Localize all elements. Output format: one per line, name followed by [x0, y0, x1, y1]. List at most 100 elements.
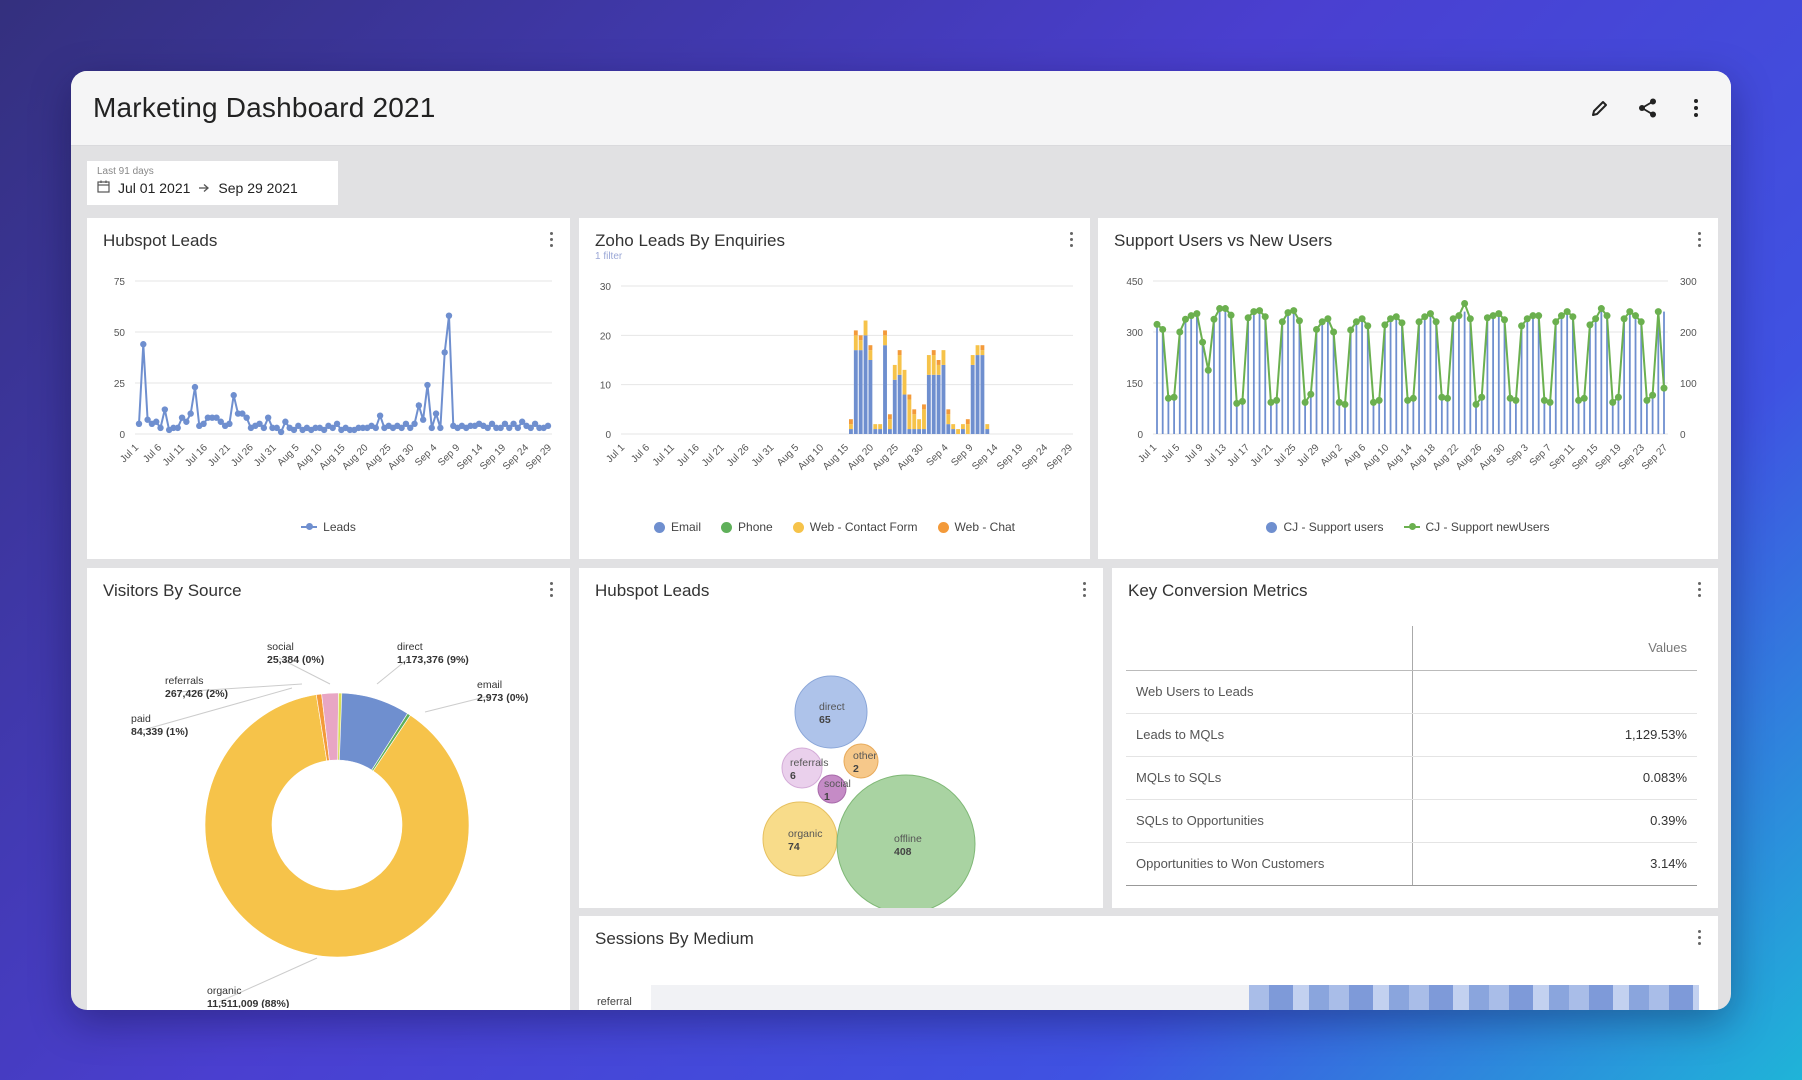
- card-menu-icon[interactable]: [546, 582, 556, 600]
- data-point: [1267, 398, 1275, 406]
- data-point: [183, 418, 190, 425]
- slice-leader-line: [218, 957, 318, 1003]
- data-point: [1649, 391, 1657, 399]
- x-tick-label: Sep 24: [1020, 442, 1050, 472]
- data-point: [510, 420, 517, 427]
- x-tick-label: Jul 13: [1202, 442, 1229, 469]
- bubble-value: 6: [790, 770, 796, 782]
- bar-support-users: [1634, 315, 1637, 434]
- bar-email: [970, 364, 975, 434]
- y-tick-label: 0: [119, 430, 125, 441]
- bar-email: [912, 429, 917, 434]
- date-range-filter[interactable]: Last 91 days Jul 01 2021 Sep 29 2021: [87, 161, 338, 205]
- metric-value: [1412, 670, 1697, 714]
- more-vertical-icon[interactable]: [1683, 95, 1709, 121]
- data-point: [1278, 318, 1286, 326]
- data-point: [527, 424, 534, 432]
- bar-support-users: [1298, 321, 1301, 434]
- x-tick-label: Jul 21: [206, 442, 233, 469]
- card-menu-icon[interactable]: [1694, 582, 1704, 600]
- legend-item-support-new-users[interactable]: CJ - Support newUsers: [1403, 520, 1550, 534]
- data-point: [411, 420, 418, 427]
- data-point: [264, 414, 272, 421]
- data-point: [1455, 312, 1463, 320]
- legend-item-web-chat[interactable]: Web - Chat: [937, 520, 1015, 534]
- bar-web-contact-form: [941, 350, 946, 365]
- legend-item-support-users[interactable]: CJ - Support users: [1266, 520, 1384, 534]
- data-point: [1324, 315, 1332, 323]
- bar-web-chat: [858, 335, 863, 341]
- x-tick-label: Sep 4: [924, 442, 951, 469]
- bar-support-users: [1600, 308, 1603, 434]
- data-point: [1227, 311, 1235, 319]
- data-point: [1472, 400, 1480, 408]
- data-point: [174, 424, 181, 432]
- bar-email: [907, 429, 912, 434]
- card-menu-icon[interactable]: [1694, 232, 1704, 250]
- data-point: [1535, 312, 1543, 320]
- bubble-other: [843, 743, 879, 779]
- data-point: [226, 420, 233, 427]
- card-menu-icon[interactable]: [546, 232, 556, 250]
- data-point: [1387, 315, 1395, 323]
- filter-count[interactable]: 1 filter: [595, 251, 623, 262]
- table-row: SQLs to Opportunities 0.39%: [1126, 799, 1697, 843]
- data-point: [376, 412, 384, 419]
- bar-support-users: [1452, 318, 1455, 434]
- bar-support-users: [1492, 315, 1495, 434]
- card-menu-icon[interactable]: [1694, 930, 1704, 948]
- slice-label-name: referrals: [165, 675, 204, 687]
- data-point: [1238, 397, 1246, 405]
- legend-item-web-contact-form[interactable]: Web - Contact Form: [792, 520, 918, 534]
- metric-label: Web Users to Leads: [1126, 670, 1413, 714]
- bar-web-contact-form: [883, 335, 887, 346]
- x-tick-label: Jul 21: [700, 442, 727, 469]
- data-point: [518, 418, 526, 425]
- data-point: [1307, 390, 1315, 398]
- bar-support-users: [1161, 330, 1164, 434]
- bar-web-chat: [883, 330, 887, 336]
- bar-support-users: [1554, 321, 1557, 434]
- share-icon[interactable]: [1635, 95, 1661, 121]
- data-point: [1540, 396, 1548, 404]
- bar-web-chat: [922, 404, 926, 410]
- pencil-icon[interactable]: [1587, 95, 1613, 121]
- y-tick-label: 0: [1137, 430, 1143, 441]
- data-point: [497, 424, 504, 432]
- bar-support-users: [1321, 321, 1324, 434]
- data-point: [1261, 313, 1269, 321]
- bar-support-users: [1241, 400, 1244, 434]
- bar-support-users: [1469, 318, 1472, 434]
- x-tick-label: Jul 26: [229, 442, 256, 469]
- bar-email: [980, 355, 985, 434]
- slice-leader-line: [376, 657, 410, 685]
- data-point: [1569, 313, 1577, 321]
- bar-email: [946, 424, 951, 434]
- x-tick-label: Jul 5: [1160, 442, 1183, 465]
- slice-leader-line: [278, 657, 331, 685]
- bar-email: [873, 429, 878, 434]
- legend-marker: [654, 521, 665, 533]
- card-menu-icon[interactable]: [1079, 582, 1089, 600]
- legend-item-email[interactable]: Email: [654, 520, 701, 534]
- x-tick-label: Aug 15: [821, 442, 851, 472]
- bar-support-users: [1156, 325, 1158, 434]
- card-menu-icon[interactable]: [1066, 232, 1076, 250]
- data-point: [239, 410, 246, 417]
- bar-support-users: [1207, 369, 1210, 434]
- data-point: [1181, 315, 1189, 323]
- data-point: [1432, 318, 1440, 326]
- bar-support-users: [1560, 315, 1563, 434]
- slice-label-name: social: [267, 641, 294, 653]
- bar-support-users: [1458, 315, 1460, 434]
- bar-support-users: [1247, 318, 1250, 434]
- bar-support-users: [1549, 401, 1551, 434]
- bubble-label: other: [853, 750, 877, 762]
- data-point: [1204, 366, 1212, 374]
- legend-item-leads[interactable]: Leads: [301, 520, 356, 534]
- legend-item-phone[interactable]: Phone: [721, 520, 773, 534]
- data-point: [1580, 394, 1588, 402]
